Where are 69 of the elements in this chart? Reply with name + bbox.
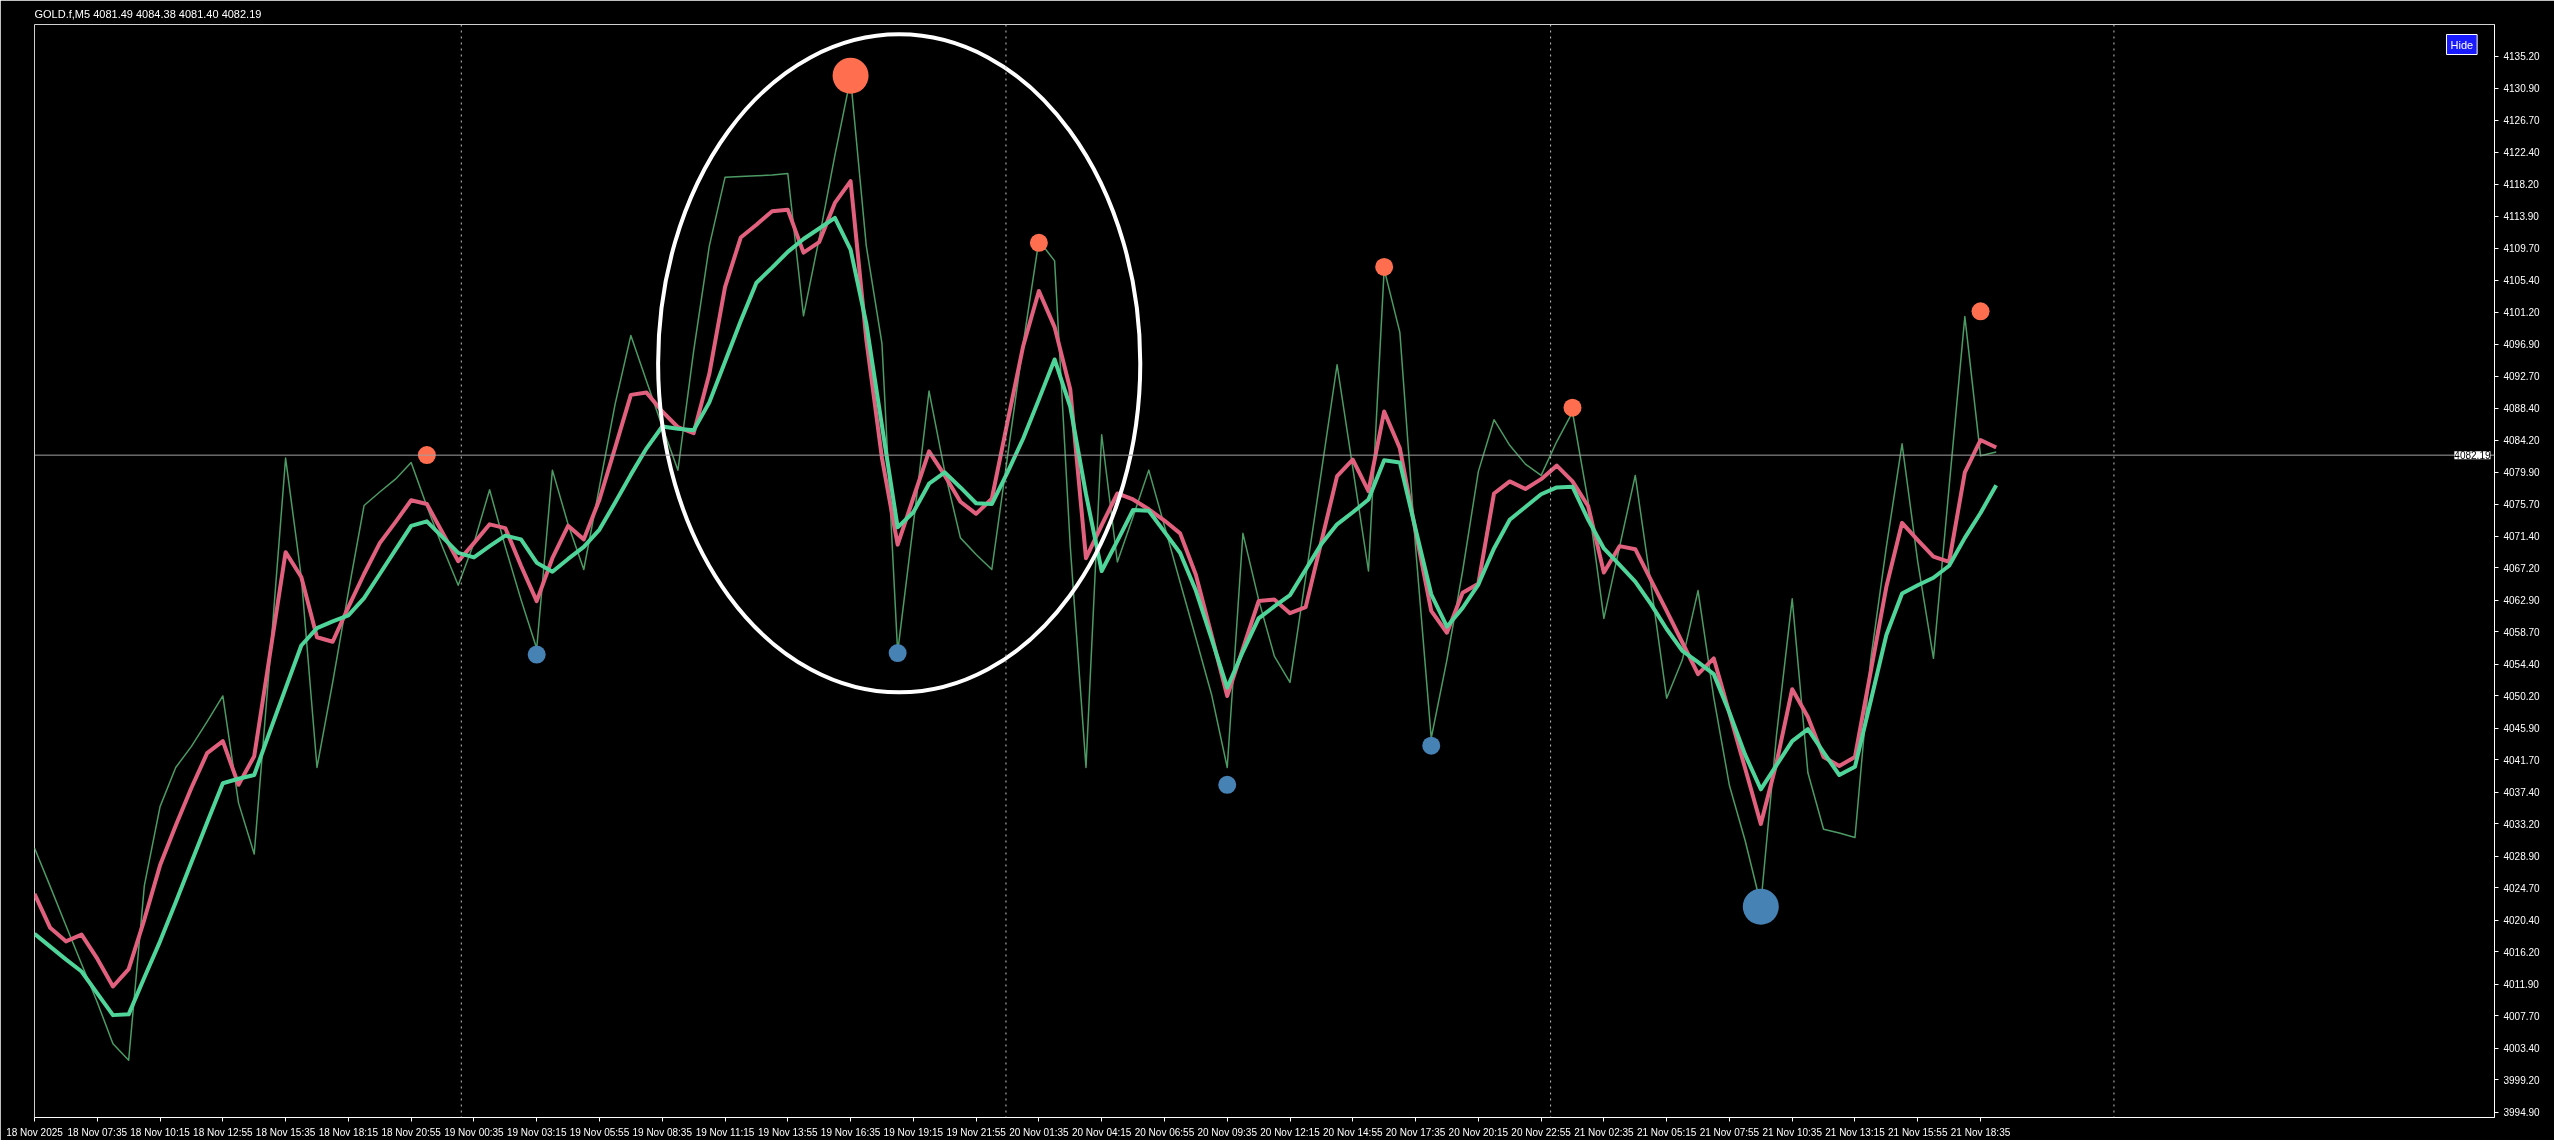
x-tick-label: 20 Nov 20:15 xyxy=(1448,1126,1509,1138)
chart-title: GOLD.f,M5 4081.49 4084.38 4081.40 4082.19 xyxy=(34,7,262,20)
x-tick-label: 20 Nov 06:55 xyxy=(1134,1126,1195,1138)
y-tick-label: 4071.40 xyxy=(2503,531,2541,543)
y-tick-label: 4126.70 xyxy=(2503,115,2541,127)
y-tick-label: 3994.90 xyxy=(2503,1107,2541,1119)
x-tick-label: 19 Nov 21:55 xyxy=(946,1126,1007,1138)
y-tick-label: 4062.90 xyxy=(2503,595,2541,607)
y-tick-label: 4105.40 xyxy=(2503,275,2541,287)
x-tick-label: 18 Nov 07:35 xyxy=(67,1126,128,1138)
annotation: Hide xyxy=(2450,38,2474,51)
x-tick-label: 21 Nov 02:35 xyxy=(1574,1126,1635,1138)
x-tick-label: 21 Nov 15:55 xyxy=(1888,1126,1948,1138)
x-tick-label: 18 Nov 10:15 xyxy=(130,1126,191,1138)
y-tick-label: 4007.70 xyxy=(2503,1010,2541,1022)
x-tick-label: 18 Nov 2025 xyxy=(6,1126,64,1138)
y-tick-label: 4088.40 xyxy=(2503,403,2541,415)
y-tick-label: 4016.20 xyxy=(2503,946,2541,958)
x-tick-label: 19 Nov 00:35 xyxy=(444,1126,505,1138)
y-tick-label: 4101.20 xyxy=(2503,307,2541,319)
y-tick-label: 4037.40 xyxy=(2503,787,2541,799)
y-tick-label: 4011.90 xyxy=(2503,979,2540,991)
x-tick-label: 19 Nov 16:35 xyxy=(820,1126,881,1138)
y-tick-label: 4079.90 xyxy=(2503,467,2541,479)
x-tick-label: 18 Nov 20:55 xyxy=(381,1126,442,1138)
y-tick-label: 4033.20 xyxy=(2503,818,2541,830)
x-tick-label: 20 Nov 22:55 xyxy=(1511,1126,1572,1138)
y-tick-label: 4028.90 xyxy=(2503,851,2541,863)
y-tick-label: 4041.70 xyxy=(2503,754,2541,766)
x-tick-label: 20 Nov 01:35 xyxy=(1009,1126,1070,1138)
y-tick-label: 4075.70 xyxy=(2503,499,2541,510)
x-tick-label: 19 Nov 03:15 xyxy=(506,1126,567,1138)
y-tick-label: 4024.70 xyxy=(2503,882,2541,894)
x-tick-label: 19 Nov 11:15 xyxy=(695,1126,755,1138)
x-tick-label: 20 Nov 17:35 xyxy=(1385,1126,1446,1138)
y-tick-label: 4113.90 xyxy=(2503,211,2540,223)
x-tick-label: 20 Nov 14:55 xyxy=(1323,1126,1383,1138)
x-tick-label: 20 Nov 09:35 xyxy=(1197,1126,1258,1138)
y-tick-label: 4020.40 xyxy=(2503,915,2541,927)
x-tick-label: 20 Nov 04:15 xyxy=(1071,1126,1132,1138)
y-tick-label: 4050.20 xyxy=(2503,690,2541,702)
y-tick-label: 3999.20 xyxy=(2503,1074,2541,1086)
x-tick-label: 19 Nov 08:35 xyxy=(632,1126,693,1138)
y-tick-label: 4118.20 xyxy=(2503,179,2540,191)
y-tick-label: 4045.90 xyxy=(2503,723,2541,735)
ref-line-label: 4082.19 xyxy=(2454,450,2491,462)
y-tick-label: 4058.70 xyxy=(2503,626,2541,638)
x-tick-label: 21 Nov 07:55 xyxy=(1699,1126,1760,1138)
y-tick-label: 4003.40 xyxy=(2503,1043,2541,1055)
x-tick-label: 20 Nov 12:15 xyxy=(1260,1126,1321,1138)
x-tick-label: 18 Nov 15:35 xyxy=(255,1126,316,1138)
x-tick-label: 21 Nov 10:35 xyxy=(1762,1126,1823,1138)
x-tick-label: 21 Nov 18:35 xyxy=(1950,1126,2011,1138)
x-tick-label: 21 Nov 13:15 xyxy=(1825,1126,1886,1138)
y-tick-label: 4122.40 xyxy=(2503,147,2541,159)
x-tick-label: 19 Nov 13:55 xyxy=(758,1126,818,1138)
y-tick-label: 4135.20 xyxy=(2503,51,2541,63)
x-tick-label: 21 Nov 05:15 xyxy=(1636,1126,1697,1138)
x-tick-label: 19 Nov 19:15 xyxy=(883,1126,944,1138)
y-tick-label: 4092.70 xyxy=(2503,371,2541,383)
x-tick-label: 18 Nov 12:55 xyxy=(193,1126,254,1138)
y-tick-label: 4109.70 xyxy=(2503,243,2541,255)
y-tick-label: 4067.20 xyxy=(2503,562,2541,574)
y-tick-label: 4054.40 xyxy=(2503,659,2541,671)
y-tick-label: 4130.90 xyxy=(2503,83,2541,95)
x-tick-label: 19 Nov 05:55 xyxy=(569,1126,630,1138)
x-tick-label: 18 Nov 18:15 xyxy=(318,1126,379,1138)
y-tick-label: 4084.20 xyxy=(2503,435,2541,447)
y-tick-label: 4096.90 xyxy=(2503,339,2541,351)
